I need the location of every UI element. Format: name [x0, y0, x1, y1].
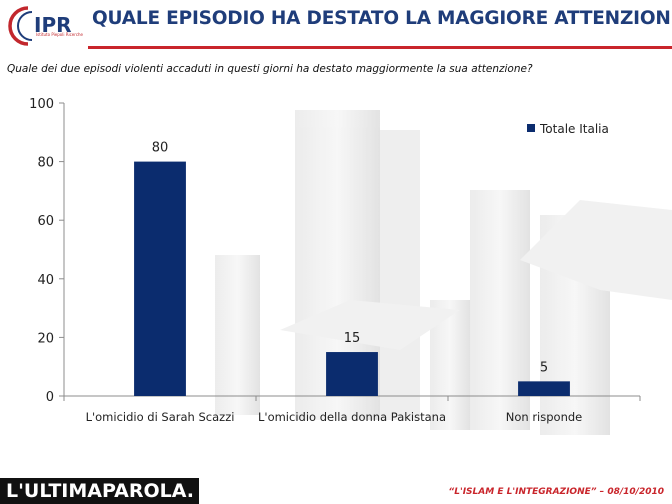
bar-value-label: 15: [344, 331, 361, 346]
bar-value-label: 80: [152, 141, 169, 156]
legend-label: Totale Italia: [539, 122, 609, 136]
bar-1: [326, 352, 378, 396]
y-tick-label: 40: [37, 273, 54, 288]
y-tick-label: 20: [37, 331, 54, 346]
bar-chart: 0 20 40 60 80 100 80 L'omicidio di Sarah Scazz…: [29, 97, 641, 424]
survey-question: Quale dei due episodi violenti accaduti …: [7, 63, 533, 75]
legend-swatch: [527, 124, 535, 132]
logo-text: IPR: [34, 13, 72, 37]
x-category-label: Non risponde: [506, 410, 583, 424]
footer-brand-logo: L'ULTIMAPAROLA.: [0, 478, 201, 504]
footer-caption: “L'ISLAM E L'INTEGRAZIONE” – 08/10/2010: [448, 487, 664, 497]
title-divider: [88, 46, 672, 49]
y-tick-label: 0: [46, 390, 54, 405]
bar-2: [518, 381, 570, 396]
y-tick-label: 80: [37, 156, 54, 171]
bar-0: [134, 161, 186, 396]
x-category-label: L'omicidio di Sarah Scazzi: [86, 410, 235, 424]
y-tick-label: 60: [37, 214, 54, 229]
y-tick-label: 100: [29, 97, 54, 112]
bar-value-label: 5: [540, 360, 548, 375]
footer-brand-text: L'ULTIMAPAROLA.: [6, 480, 195, 502]
ipr-logo: IPR: [8, 6, 72, 46]
x-category-label: L'omicidio della donna Pakistana: [258, 410, 446, 424]
logo-subtext: Istituto Piepoli Ricerche: [36, 32, 84, 37]
page-title: QUALE EPISODIO HA DESTATO LA MAGGIORE AT…: [92, 8, 672, 29]
